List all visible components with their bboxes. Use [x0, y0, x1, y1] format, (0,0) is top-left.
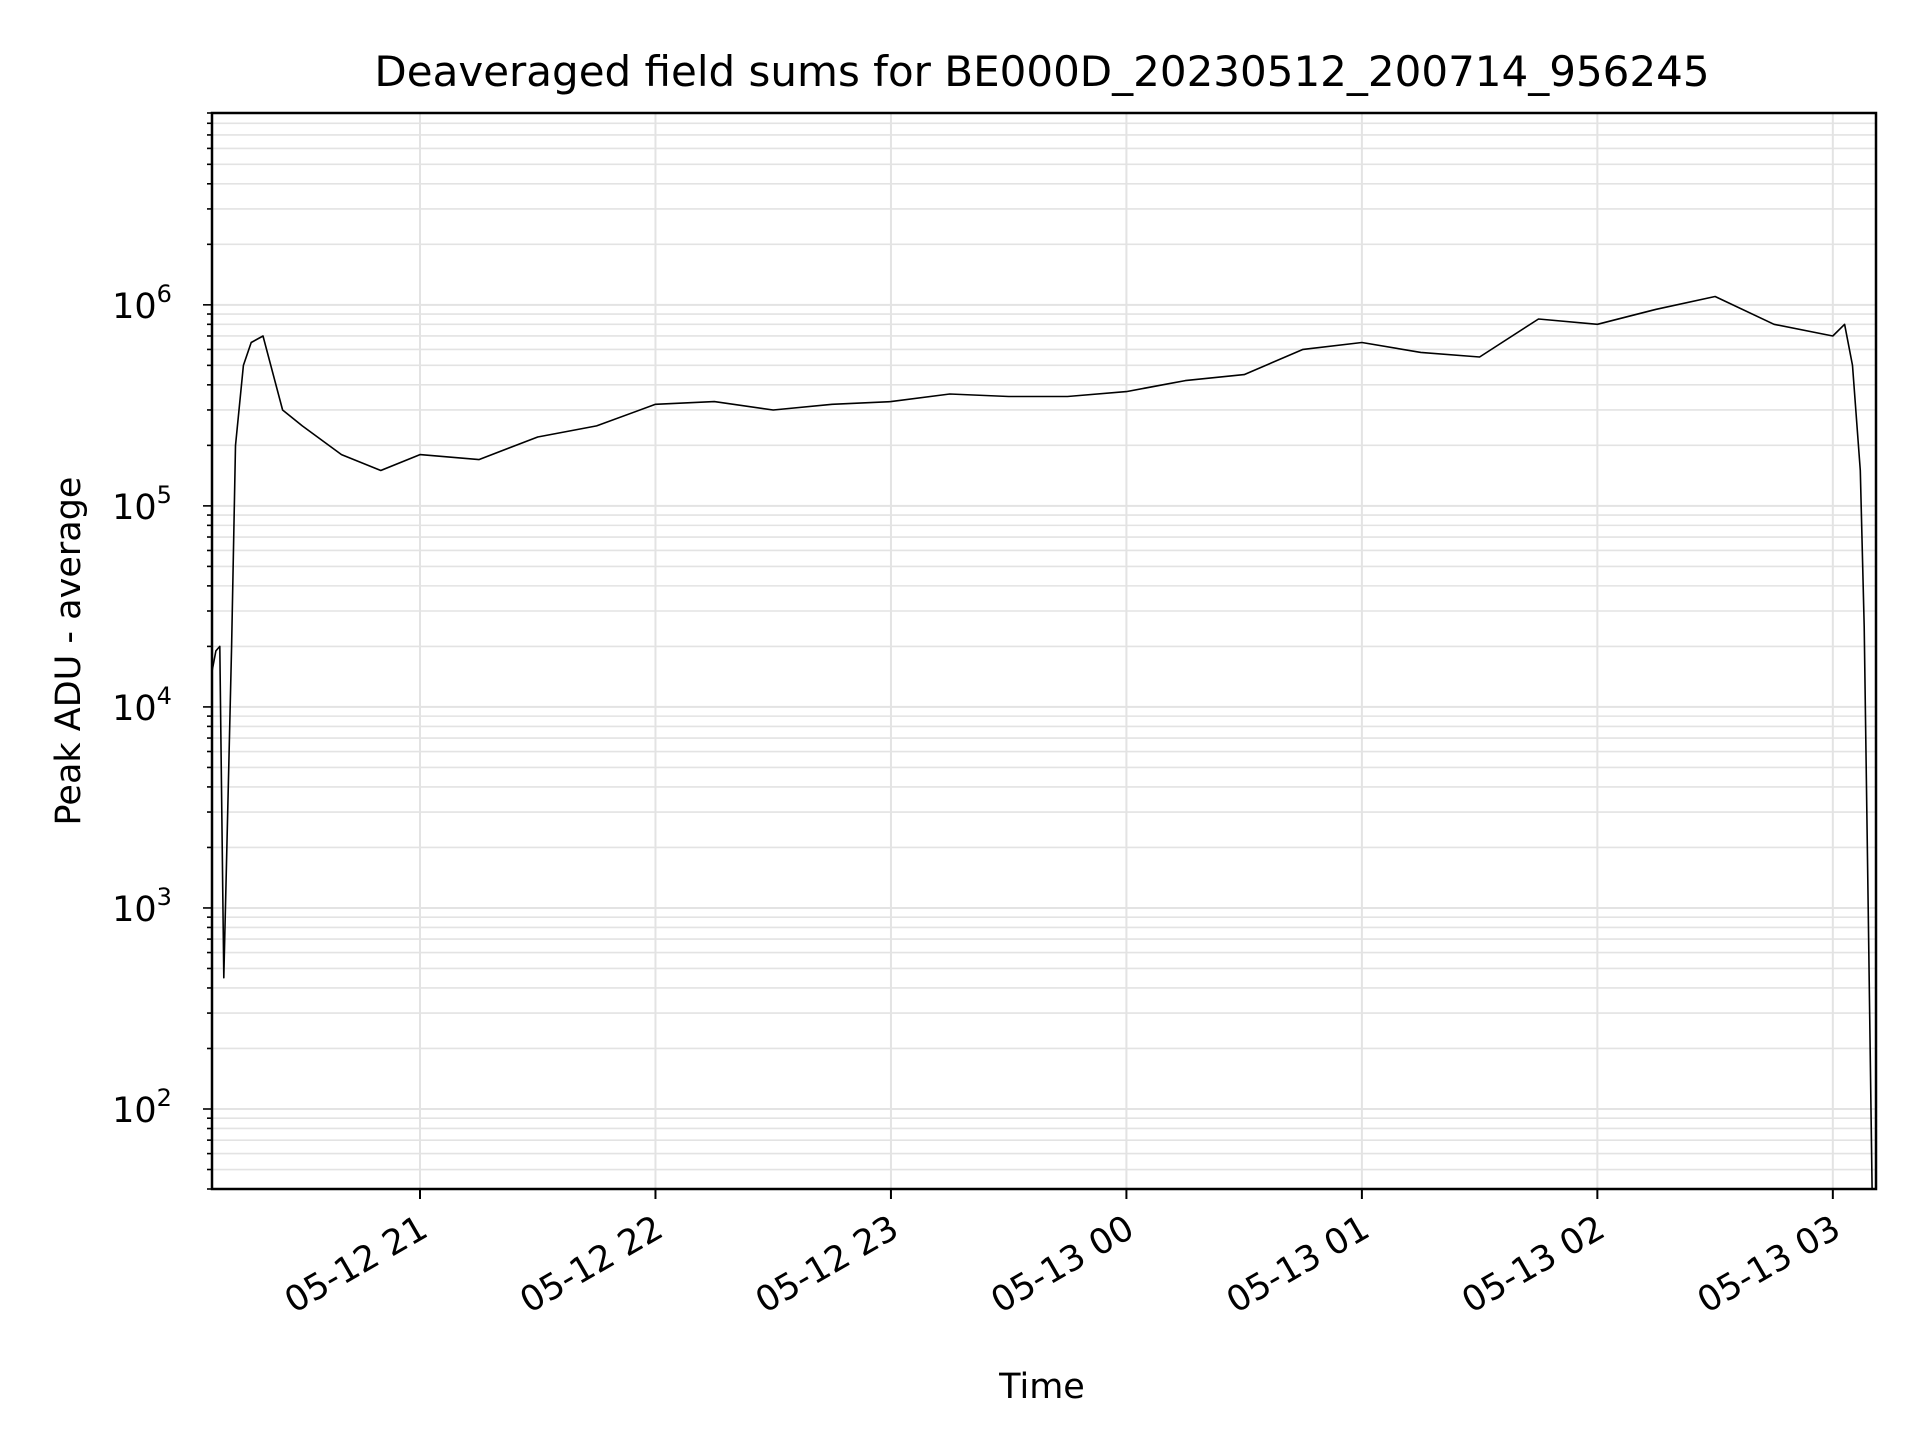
x-tick-label: 05-12 22 [514, 1208, 670, 1321]
x-tick-label: 05-13 02 [1456, 1208, 1612, 1321]
x-axis-label: Time [998, 1367, 1085, 1407]
y-tick-label: 105 [112, 481, 172, 528]
data-series-layer [211, 295, 1876, 1190]
y-axis-label: Peak ADU - average [49, 477, 89, 826]
x-tick-label: 05-12 21 [278, 1208, 434, 1321]
y-tick-label: 104 [112, 682, 172, 729]
x-tick-label: 05-13 03 [1691, 1208, 1847, 1321]
x-tick-label: 05-12 23 [749, 1208, 905, 1321]
data-series-line [211, 295, 1876, 1190]
y-tick-label: 103 [112, 883, 172, 930]
x-tick-label: 05-13 01 [1220, 1208, 1376, 1321]
plot-frame [210, 111, 1878, 1191]
grid [212, 112, 1876, 1190]
chart-title: Deaveraged field sums for BE000D_2023051… [374, 47, 1709, 96]
x-tick-label: 05-13 00 [985, 1208, 1141, 1321]
y-tick-label: 102 [112, 1084, 172, 1131]
y-tick-label: 106 [112, 280, 172, 327]
